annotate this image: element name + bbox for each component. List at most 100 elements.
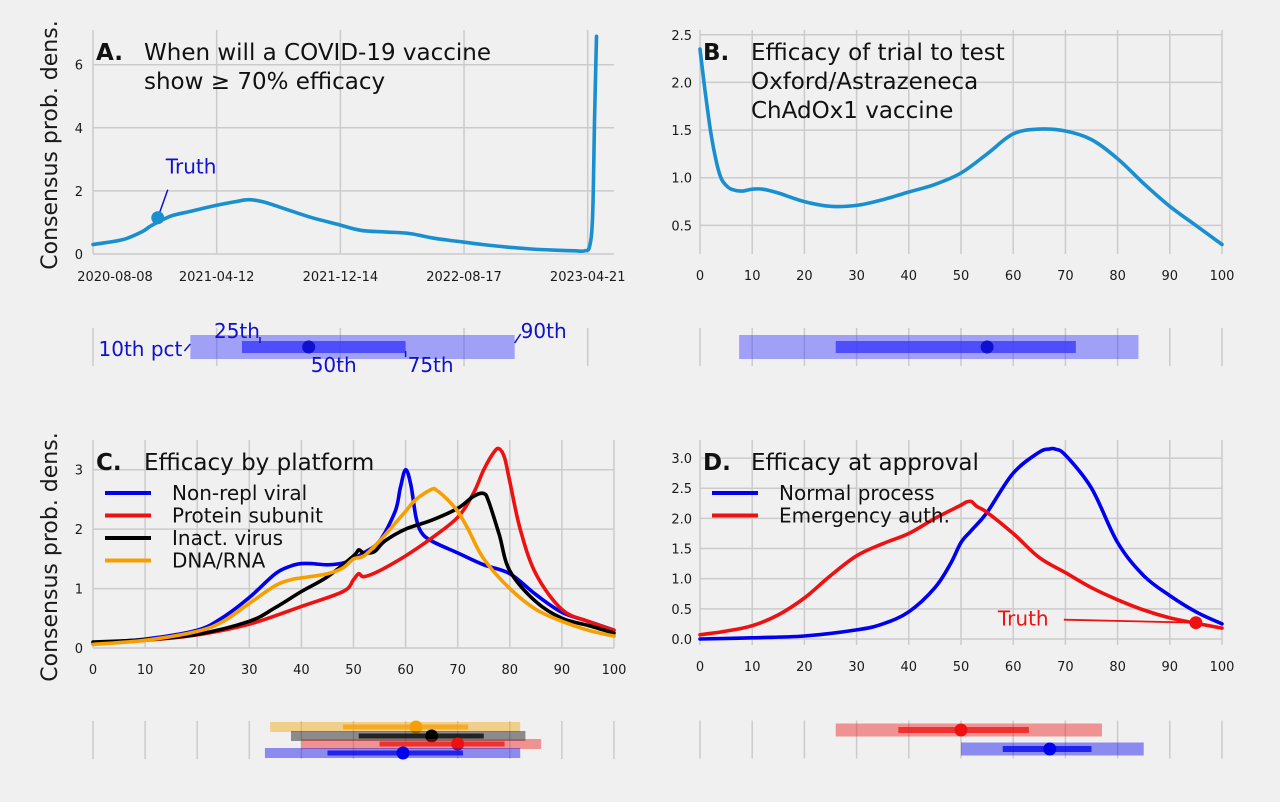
y-tick-label: 1.0 [671, 573, 692, 588]
x-tick-label: 20 [796, 660, 813, 675]
quantile-median-dot [302, 340, 316, 354]
quantile-band-inner [241, 341, 406, 353]
x-tick-label: 10 [137, 663, 154, 678]
quantile-median-dot [425, 729, 439, 743]
truth-marker [1189, 616, 1203, 630]
x-tick-label: 80 [1109, 269, 1126, 284]
legend-label: DNA/RNA [172, 549, 266, 573]
quantile-median-dot [409, 720, 423, 734]
y-tick-label: 2.5 [671, 29, 692, 44]
legend-label: Inact. virus [172, 526, 283, 550]
x-tick-label: 40 [901, 269, 918, 284]
x-tick-label: 0 [696, 269, 704, 284]
series-line-density [91, 34, 599, 254]
x-tick-label: 2022-08-17 [426, 270, 502, 285]
quantile-leader [183, 343, 191, 352]
series-line-dna-rna [91, 486, 616, 647]
panel-B: 0 10 20 30 40 50 60 70 80 90 100 0.5 1.0 1.5 2.0 2.5 B. E… [671, 29, 1234, 366]
quantile-median-dot [1043, 742, 1057, 756]
series-line-emergency-auth- [698, 499, 1224, 637]
x-tick-label: 2023-04-21 [550, 270, 626, 285]
x-tick-label: 30 [241, 663, 258, 678]
y-tick-label: 6 [75, 59, 83, 74]
y-tick-label: 2.0 [671, 512, 692, 527]
y-tick-label: 3.0 [671, 452, 692, 467]
x-tick-label: 90 [1162, 269, 1179, 284]
x-tick-label: 100 [1210, 660, 1235, 675]
quantile-band-inner [379, 741, 505, 747]
quantile-band-inner [835, 341, 1076, 353]
panel-A: 2020-08-08 2021-04-12 2021-12-14 2022-08-17… [75, 30, 626, 377]
x-tick-label: 60 [397, 663, 414, 678]
x-tick-label: 90 [554, 663, 571, 678]
legend-label: Emergency auth. [779, 504, 950, 528]
x-tick-label: 10 [744, 660, 761, 675]
quantile-label: 25th [214, 319, 260, 343]
quantile-median-dot [396, 746, 410, 760]
x-tick-label: 100 [602, 663, 627, 678]
y-tick-label: 0.5 [671, 219, 692, 234]
y-tick-label: 2.5 [671, 482, 692, 497]
series-line-density [698, 47, 1224, 247]
series-line-protein-subunit [91, 446, 616, 645]
y-tick-label: 0.5 [671, 603, 692, 618]
annotation-leader [1063, 618, 1196, 624]
y-tick-label: 4 [75, 122, 83, 137]
y-tick-label: 2 [75, 523, 83, 538]
panel-letter: B. [703, 40, 729, 66]
quantile-label: 10th pct [99, 337, 183, 361]
y-tick-label: 3 [75, 464, 83, 479]
x-tick-label: 30 [848, 269, 865, 284]
panel-title: ChAdOx1 vaccine [751, 98, 953, 124]
series-line-inact-virus [91, 491, 616, 644]
quantile-median-dot [954, 723, 968, 737]
panel-title: When will a COVID-19 vaccine [144, 40, 491, 66]
x-tick-label: 2021-12-14 [303, 270, 379, 285]
panel-C: 0 10 20 30 40 50 60 70 80 90 100 0 1 2 3 C. Efficacy by … [75, 440, 627, 760]
panel-title: Efficacy at approval [751, 450, 979, 476]
y-tick-label: 0 [75, 248, 83, 263]
x-tick-label: 20 [796, 269, 813, 284]
y-tick-label: 1.5 [671, 543, 692, 558]
legend-label: Protein subunit [172, 504, 323, 528]
series-line-normal-process [698, 446, 1224, 641]
x-tick-label: 50 [345, 663, 362, 678]
panel-title: Efficacy of trial to test [751, 40, 1005, 66]
y-axis-label: Consensus prob. dens. [38, 432, 63, 681]
panel-title: Efficacy by platform [144, 450, 374, 476]
panel-letter: D. [703, 450, 731, 476]
x-tick-label: 2021-04-12 [179, 270, 255, 285]
quantile-band-inner [327, 750, 463, 756]
quantile-leader [514, 333, 522, 344]
x-tick-label: 20 [189, 663, 206, 678]
quantile-band-inner [343, 724, 469, 730]
y-tick-label: 0 [75, 642, 83, 657]
x-tick-label: 60 [1005, 269, 1022, 284]
x-tick-label: 80 [1109, 660, 1126, 675]
panel-title: Oxford/Astrazeneca [751, 69, 978, 95]
y-tick-label: 1.0 [671, 172, 692, 187]
x-tick-label: 50 [953, 269, 970, 284]
x-tick-label: 40 [293, 663, 310, 678]
legend-label: Normal process [779, 481, 935, 505]
quantile-label: 90th [521, 319, 567, 343]
x-tick-label: 40 [901, 660, 918, 675]
quantile-band-inner [358, 733, 484, 739]
y-tick-label: 1 [75, 583, 83, 598]
x-tick-label: 50 [953, 660, 970, 675]
x-tick-label: 0 [89, 663, 97, 678]
x-tick-label: 0 [696, 660, 704, 675]
x-tick-label: 2020-08-08 [77, 270, 153, 285]
x-tick-label: 70 [1057, 660, 1074, 675]
quantile-label: 50th [311, 353, 357, 377]
truth-marker [151, 211, 165, 225]
x-tick-label: 70 [449, 663, 466, 678]
y-tick-label: 2 [75, 185, 83, 200]
panel-letter: C. [96, 450, 122, 476]
quantile-label: 75th [408, 353, 454, 377]
x-tick-label: 60 [1005, 660, 1022, 675]
x-tick-label: 70 [1057, 269, 1074, 284]
quantile-median-dot [980, 340, 994, 354]
